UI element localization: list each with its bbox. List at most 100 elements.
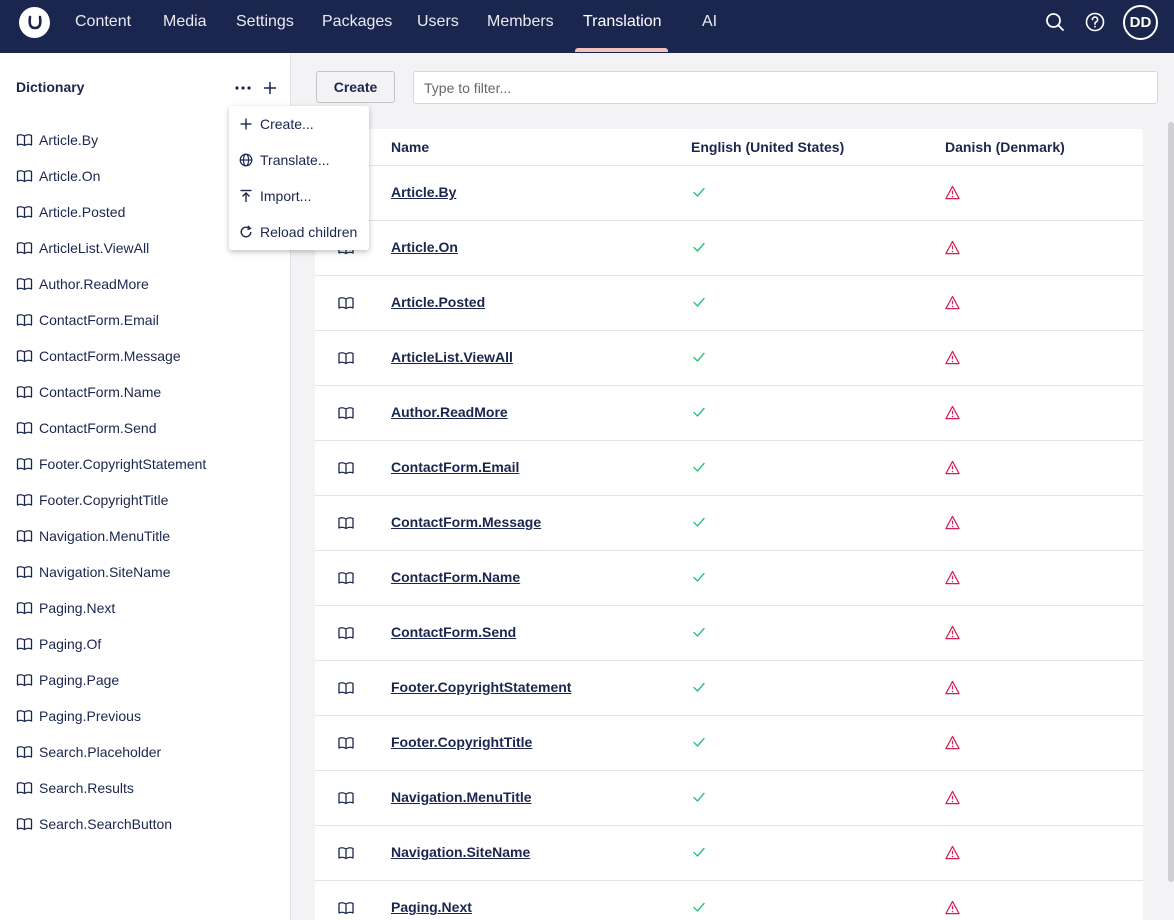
menu-item[interactable]: Translate... bbox=[229, 142, 369, 178]
table-row: Footer.CopyrightStatement bbox=[315, 660, 1143, 715]
table-row: Navigation.SiteName bbox=[315, 825, 1143, 880]
column-header-danish[interactable]: Danish (Denmark) bbox=[945, 139, 1065, 155]
dictionary-item-link[interactable]: Article.By bbox=[391, 184, 457, 200]
check-icon bbox=[693, 242, 705, 252]
nav-members[interactable]: Members bbox=[487, 13, 554, 30]
dictionary-item-link[interactable]: Author.ReadMore bbox=[391, 404, 508, 420]
column-header-english[interactable]: English (United States) bbox=[691, 139, 845, 155]
search-icon[interactable] bbox=[1044, 11, 1066, 33]
book-icon bbox=[338, 572, 354, 585]
nav-content[interactable]: Content bbox=[75, 13, 132, 30]
book-icon bbox=[16, 818, 33, 831]
tree-item[interactable]: Article.By bbox=[0, 122, 290, 158]
tree-item-label: Navigation.SiteName bbox=[39, 564, 171, 580]
tree-item[interactable]: ContactForm.Message bbox=[0, 338, 290, 374]
book-icon bbox=[338, 407, 354, 420]
warning-icon bbox=[945, 570, 960, 585]
dictionary-item-link[interactable]: Navigation.MenuTitle bbox=[391, 789, 532, 805]
tree-item[interactable]: ContactForm.Name bbox=[0, 374, 290, 410]
warning-icon bbox=[945, 680, 960, 695]
table-row: ContactForm.Message bbox=[315, 495, 1143, 550]
nav-settings[interactable]: Settings bbox=[236, 13, 294, 30]
dictionary-table: Name English (United States) Danish (Den… bbox=[315, 129, 1143, 920]
book-icon bbox=[16, 242, 33, 255]
menu-item[interactable]: Reload children bbox=[229, 214, 369, 250]
umbraco-logo[interactable] bbox=[19, 7, 50, 38]
add-icon[interactable] bbox=[262, 80, 278, 96]
book-icon bbox=[16, 206, 33, 219]
check-icon bbox=[693, 737, 705, 747]
tree-item[interactable]: Search.Results bbox=[0, 770, 290, 806]
tree-item-label: Paging.Of bbox=[39, 636, 102, 652]
tree-item[interactable]: Footer.CopyrightTitle bbox=[0, 482, 290, 518]
tree-item[interactable]: Paging.Of bbox=[0, 626, 290, 662]
tree-item[interactable]: Paging.Page bbox=[0, 662, 290, 698]
tree-item[interactable]: Paging.Previous bbox=[0, 698, 290, 734]
warning-icon bbox=[945, 625, 960, 640]
tree-item[interactable]: Navigation.MenuTitle bbox=[0, 518, 290, 554]
tree-item-label: ContactForm.Message bbox=[39, 348, 181, 364]
tree-item-label: Search.Results bbox=[39, 780, 134, 796]
check-icon bbox=[693, 847, 705, 857]
warning-icon bbox=[945, 790, 960, 805]
menu-item-label: Create... bbox=[260, 116, 314, 132]
tree-item[interactable]: Search.SearchButton bbox=[0, 806, 290, 842]
more-actions-icon[interactable] bbox=[233, 78, 253, 98]
check-icon bbox=[693, 187, 705, 197]
tree-item-label: Paging.Next bbox=[39, 600, 116, 616]
check-icon bbox=[693, 407, 705, 417]
nav-ai[interactable]: AI bbox=[702, 13, 718, 30]
book-icon bbox=[16, 566, 33, 579]
nav-translation[interactable]: Translation bbox=[583, 13, 662, 30]
menu-item[interactable]: Import... bbox=[229, 178, 369, 214]
book-icon bbox=[338, 352, 354, 365]
scrollbar[interactable] bbox=[1168, 122, 1174, 882]
dictionary-item-link[interactable]: Paging.Next bbox=[391, 899, 472, 915]
warning-icon bbox=[945, 295, 960, 310]
dictionary-item-link[interactable]: Footer.CopyrightTitle bbox=[391, 734, 533, 750]
book-icon bbox=[16, 674, 33, 687]
dictionary-item-link[interactable]: Article.On bbox=[391, 239, 458, 255]
tree-item[interactable]: Author.ReadMore bbox=[0, 266, 290, 302]
tree-item[interactable]: Article.Posted bbox=[0, 194, 290, 230]
filter-input[interactable] bbox=[413, 71, 1158, 104]
dictionary-item-link[interactable]: ContactForm.Name bbox=[391, 569, 521, 585]
help-icon[interactable] bbox=[1084, 11, 1106, 33]
dictionary-item-link[interactable]: ArticleList.ViewAll bbox=[391, 349, 513, 365]
tree-item[interactable]: ArticleList.ViewAll bbox=[0, 230, 290, 266]
tree-item[interactable]: Paging.Next bbox=[0, 590, 290, 626]
tree-item-label: Article.On bbox=[39, 168, 101, 184]
nav-media[interactable]: Media bbox=[163, 13, 207, 30]
tree-item[interactable]: Footer.CopyrightStatement bbox=[0, 446, 290, 482]
globe-icon bbox=[239, 153, 253, 167]
tree-item[interactable]: Navigation.SiteName bbox=[0, 554, 290, 590]
user-avatar[interactable]: DD bbox=[1123, 5, 1158, 40]
dictionary-item-link[interactable]: Footer.CopyrightStatement bbox=[391, 679, 572, 695]
dictionary-item-link[interactable]: Article.Posted bbox=[391, 294, 486, 310]
dictionary-item-link[interactable]: ContactForm.Email bbox=[391, 459, 520, 475]
sidebar-title: Dictionary bbox=[16, 79, 85, 95]
table-row: Paging.Next bbox=[315, 880, 1143, 920]
nav-users[interactable]: Users bbox=[417, 13, 459, 30]
table-row: Article.By bbox=[315, 165, 1143, 220]
column-header-name[interactable]: Name bbox=[391, 139, 430, 155]
active-tab-indicator bbox=[575, 48, 668, 52]
tree-item-label: Paging.Page bbox=[39, 672, 120, 688]
dictionary-item-link[interactable]: ContactForm.Message bbox=[391, 514, 542, 530]
nav-packages[interactable]: Packages bbox=[322, 13, 393, 30]
book-icon bbox=[16, 278, 33, 291]
menu-item[interactable]: Create... bbox=[229, 106, 369, 142]
tree-item[interactable]: Article.On bbox=[0, 158, 290, 194]
tree-item[interactable]: ContactForm.Email bbox=[0, 302, 290, 338]
table-row: Author.ReadMore bbox=[315, 385, 1143, 440]
tree-item-label: Author.ReadMore bbox=[39, 276, 149, 292]
tree-item[interactable]: Search.Placeholder bbox=[0, 734, 290, 770]
book-icon bbox=[338, 682, 354, 695]
create-button[interactable]: Create bbox=[316, 71, 395, 103]
table-row: Article.On bbox=[315, 220, 1143, 275]
book-icon bbox=[16, 422, 33, 435]
dictionary-item-link[interactable]: Navigation.SiteName bbox=[391, 844, 531, 860]
tree-item[interactable]: ContactForm.Send bbox=[0, 410, 290, 446]
reload-icon bbox=[240, 225, 252, 238]
dictionary-item-link[interactable]: ContactForm.Send bbox=[391, 624, 517, 640]
